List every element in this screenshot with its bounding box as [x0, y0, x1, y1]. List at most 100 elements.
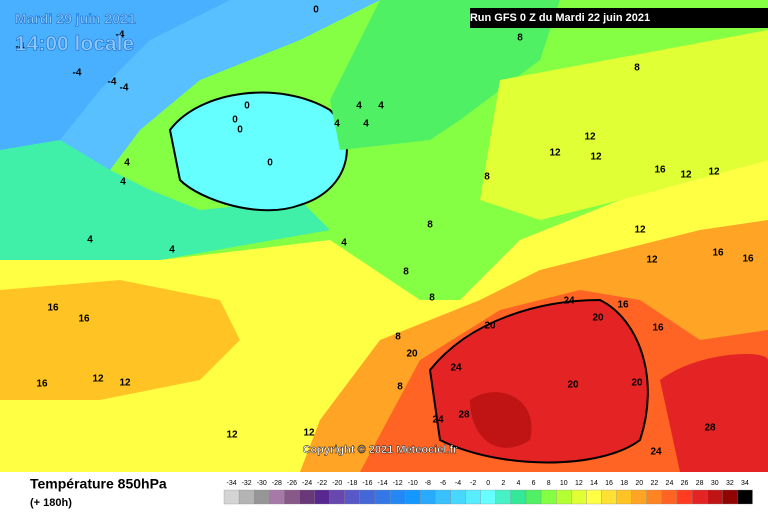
contour-label: 4	[87, 235, 93, 246]
contour-label: 12	[549, 148, 561, 159]
legend-tick-label: 2	[501, 480, 505, 487]
contour-label: -4	[16, 42, 25, 53]
legend-swatch	[691, 489, 708, 505]
contour-label: 12	[226, 430, 238, 441]
legend-swatch	[299, 489, 315, 505]
zero-contour	[168, 91, 348, 212]
contour-label: 16	[742, 254, 754, 265]
legend-tick-label: 4	[516, 480, 520, 487]
legend-swatch	[238, 489, 255, 505]
legend-swatch	[359, 489, 376, 505]
legend-swatch	[465, 489, 481, 505]
legend-swatch	[450, 489, 466, 505]
legend-swatch	[556, 489, 572, 505]
date: Mardi 29 juin 2021	[15, 11, 136, 27]
contour-label: 8	[427, 220, 433, 231]
contour-label: 24	[450, 363, 462, 374]
cool-region	[0, 140, 330, 260]
hot-core	[470, 392, 532, 448]
legend-tick-label: -10	[408, 480, 418, 487]
legend-tick-label: 14	[590, 480, 598, 487]
legend-tick-label: -32	[242, 480, 252, 487]
contour-label: -4	[73, 68, 82, 79]
mild-region	[330, 0, 560, 150]
legend-subtitle: (+ 180h)	[30, 497, 72, 509]
legend-tick-label: 6	[532, 480, 536, 487]
legend-tick-label: 0	[486, 480, 490, 487]
legend-swatch	[571, 489, 587, 505]
contour-label: 12	[584, 132, 596, 143]
contour-label: 8	[634, 63, 640, 74]
legend-tick-label: 34	[741, 480, 749, 487]
legend-tick-label: -28	[272, 480, 282, 487]
legend-swatch	[223, 489, 240, 505]
contour-label: 20	[406, 349, 418, 360]
legend-tick-label: 32	[726, 480, 734, 487]
legend-swatch	[435, 489, 451, 505]
contour-label: 12	[708, 167, 720, 178]
legend-swatch	[329, 489, 345, 505]
legend-swatch	[707, 489, 723, 505]
legend-tick-label: -22	[317, 480, 327, 487]
legend-tick-label: 18	[620, 480, 628, 487]
contour-label: 20	[592, 313, 604, 324]
hot-region	[660, 354, 768, 472]
legend-tick-label: -12	[393, 480, 403, 487]
legend-swatch	[616, 489, 632, 505]
legend-swatch	[661, 489, 678, 505]
contour-label: 8	[517, 33, 523, 44]
legend-swatch	[374, 489, 391, 505]
contour-label: 0	[232, 115, 238, 126]
contour-label: 12	[119, 378, 131, 389]
legend-swatch	[601, 489, 617, 505]
legend-tick-label: 10	[560, 480, 568, 487]
legend-swatch	[480, 489, 496, 505]
legend-swatch	[676, 489, 693, 505]
legend-swatch	[389, 489, 406, 505]
contour-label: 4	[356, 101, 362, 112]
legend-swatch	[510, 489, 527, 505]
contour-label: 20	[631, 378, 643, 389]
contour-label: 12	[634, 225, 646, 236]
contour-label: 12	[680, 170, 692, 181]
run-box	[470, 8, 768, 28]
legend-swatch	[525, 489, 542, 505]
contour-label: 16	[617, 300, 629, 311]
contour-label: 16	[47, 303, 59, 314]
cold-region	[0, 0, 230, 150]
legend-swatch	[420, 489, 436, 505]
hot-region	[0, 280, 240, 400]
contour-label: 0	[244, 101, 250, 112]
contour-label: 8	[395, 332, 401, 343]
legend-swatch	[495, 489, 512, 505]
legend-title: Température 850hPa	[30, 476, 167, 492]
legend-tick-label: -26	[287, 480, 297, 487]
contour-label: 4	[124, 158, 130, 169]
legend-swatch	[254, 489, 270, 505]
legend-swatch	[540, 489, 557, 505]
contour-label: 8	[429, 293, 435, 304]
legend-tick-label: -14	[377, 480, 387, 487]
contour-label: 12	[590, 152, 602, 163]
legend-swatch	[631, 489, 647, 505]
contour-label: 12	[646, 255, 658, 266]
time: 14:00 locale	[15, 33, 134, 56]
contour-label: 12	[92, 374, 104, 385]
contour-label: 20	[484, 321, 496, 332]
legend-swatch	[344, 489, 361, 505]
legend-tick-label: -6	[440, 480, 446, 487]
contour-label: 24	[563, 296, 575, 307]
contour-label: 12	[303, 428, 315, 439]
contour-label: 16	[712, 248, 724, 259]
legend-tick-label: 28	[696, 480, 704, 487]
legend-tick-label: 8	[547, 480, 551, 487]
contour-label: -4	[108, 77, 117, 88]
contour-label: 8	[484, 172, 490, 183]
legend-tick-label: 30	[711, 480, 719, 487]
legend-tick-label: -30	[257, 480, 267, 487]
legend-tick-label: -18	[347, 480, 357, 487]
contour-label: 4	[120, 177, 126, 188]
contour-label: 16	[654, 165, 666, 176]
contour-label: 4	[334, 119, 340, 130]
